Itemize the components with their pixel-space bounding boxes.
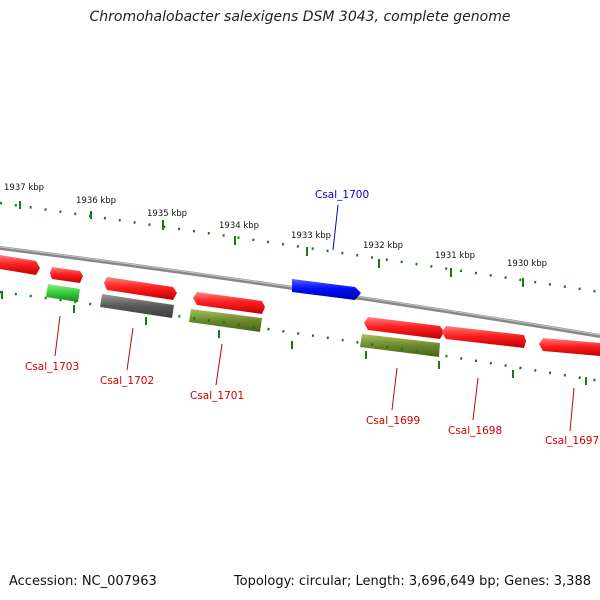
leader-line	[332, 204, 339, 251]
gene-label[interactable]: Csal_1702	[100, 375, 154, 387]
kbp-label: 1930 kbp	[507, 259, 547, 269]
kbp-label: 1936 kbp	[76, 196, 116, 206]
gene-feature[interactable]	[104, 277, 177, 300]
kbp-label: 1937 kbp	[4, 183, 44, 193]
gene-feature[interactable]	[0, 255, 40, 275]
gene-feature[interactable]	[50, 267, 83, 283]
leader-line	[54, 315, 61, 357]
reverse-features	[46, 284, 440, 357]
page-title: Chromohalobacter salexigens DSM 3043, co…	[89, 9, 511, 25]
leader-line	[472, 377, 479, 421]
gene-label[interactable]: Csal_1700	[315, 189, 369, 201]
gene-feature[interactable]	[193, 292, 265, 314]
leader-lines	[54, 204, 575, 432]
leader-line	[569, 387, 575, 432]
kbp-label: 1934 kbp	[219, 221, 259, 231]
gene-feature[interactable]	[539, 338, 600, 356]
forward-genes	[0, 255, 600, 356]
feature-olive[interactable]	[360, 334, 440, 357]
gene-label[interactable]: Csal_1699	[366, 415, 420, 427]
gene-label[interactable]: Csal_1701	[190, 390, 244, 402]
leader-line	[391, 367, 398, 411]
genome-stats-text: Topology: circular; Length: 3,696,649 bp…	[233, 574, 591, 589]
gene-label[interactable]: Csal_1698	[448, 425, 502, 437]
feature-green[interactable]	[46, 284, 80, 302]
gene-label[interactable]: Csal_1697	[545, 435, 599, 447]
gene-feature-csal-1700[interactable]	[292, 279, 361, 300]
feature-olive[interactable]	[189, 309, 262, 332]
accession-text: Accession: NC_007963	[9, 574, 157, 589]
leader-line	[126, 327, 134, 371]
gene-feature[interactable]	[442, 326, 526, 348]
kbp-label: 1932 kbp	[363, 241, 403, 251]
leader-line	[215, 343, 223, 386]
kbp-label: 1933 kbp	[291, 231, 331, 241]
gene-labels: Csal_1703 Csal_1702 Csal_1701 Csal_1700 …	[25, 189, 599, 447]
feature-grey[interactable]	[100, 294, 174, 318]
gene-label[interactable]: Csal_1703	[25, 361, 79, 373]
lower-ruler	[0, 290, 600, 385]
upper-ruler: 1937 kbp 1936 kbp 1935 kbp 1934 kbp 1933…	[0, 183, 600, 294]
kbp-label: 1935 kbp	[147, 209, 187, 219]
kbp-label: 1931 kbp	[435, 251, 475, 261]
gene-feature[interactable]	[364, 317, 444, 339]
